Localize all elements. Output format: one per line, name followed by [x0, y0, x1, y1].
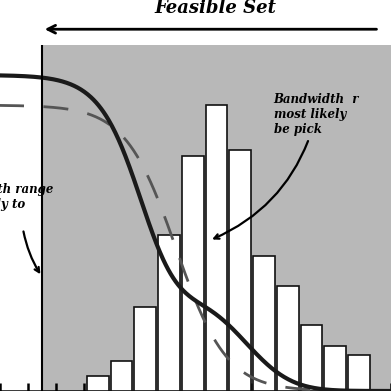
Bar: [348, 355, 370, 391]
Bar: [87, 376, 109, 391]
Bar: [182, 156, 204, 391]
Text: dth range
ely to
d: dth range ely to d: [0, 183, 53, 272]
Bar: [135, 307, 156, 391]
Bar: [277, 286, 299, 391]
Bar: [206, 105, 227, 391]
Bar: [229, 150, 251, 391]
Bar: [324, 346, 346, 391]
Bar: [301, 325, 322, 391]
Bar: [253, 256, 275, 391]
Bar: [42, 45, 391, 391]
Text: Feasible Set: Feasible Set: [154, 0, 276, 17]
Bar: [111, 361, 133, 391]
Text: Bandwidth  r
most likely
be pick: Bandwidth r most likely be pick: [214, 93, 359, 239]
Bar: [158, 235, 180, 391]
